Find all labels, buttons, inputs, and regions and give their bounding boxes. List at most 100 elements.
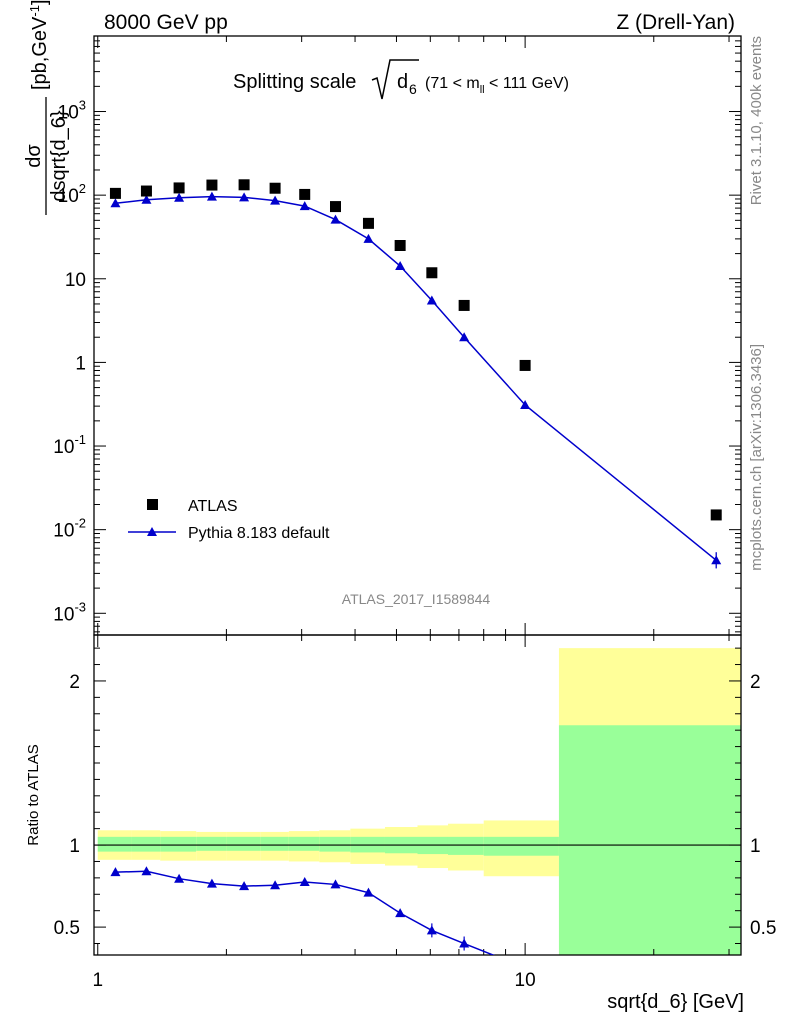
- mc-point: [711, 555, 722, 565]
- title-symbol: d: [397, 71, 408, 93]
- data-point: [329, 201, 341, 213]
- mc-point: [110, 198, 121, 208]
- data-point: [173, 182, 185, 194]
- y-label-unit: [pb,GeV-1]: [27, 0, 51, 90]
- ratio-axes: 0.5 0.5 1 1 2 2 1 10: [54, 634, 776, 991]
- legend-mc-marker: [147, 527, 157, 536]
- ratio-band-inner: [260, 836, 289, 851]
- mc-point: [330, 214, 341, 224]
- ratio-y-tick-label: 2: [69, 672, 80, 693]
- ratio-band-inner: [196, 836, 227, 851]
- ratio-series: [110, 866, 496, 955]
- mcplots-label: mcplots.cern.ch [arXiv:1306.3436]: [748, 344, 765, 571]
- data-point: [394, 239, 406, 251]
- y-axis-label: dσ dsqrt{d_6} [pb,GeV-1]: [23, 0, 70, 215]
- ratio-band-inner: [288, 836, 320, 851]
- ratio-mc-point: [426, 925, 437, 935]
- ratio-y-tick-label: 1: [69, 836, 80, 857]
- data-point: [238, 179, 250, 191]
- y-tick-label: 10-1: [53, 432, 86, 458]
- data-point: [519, 359, 531, 371]
- ratio-mc-point: [363, 887, 374, 897]
- data-point: [206, 179, 218, 191]
- x-tick-label: 1: [92, 970, 103, 991]
- header-left: 8000 GeV pp: [104, 11, 228, 34]
- title-range-post: < 111 GeV): [485, 75, 569, 92]
- legend-data-label: ATLAS: [188, 498, 238, 515]
- ratio-band-inner: [319, 836, 351, 852]
- y-tick-label: 10: [65, 270, 86, 291]
- ratio-mc-point: [206, 878, 217, 888]
- x-axis-label: sqrt{d_6} [GeV]: [607, 991, 744, 1013]
- legend-mc-label: Pythia 8.183 default: [188, 525, 330, 542]
- data-point: [109, 187, 121, 199]
- ratio-band-inner: [131, 836, 161, 852]
- ratio-band-inner: [483, 836, 559, 856]
- ratio-band-inner: [97, 836, 132, 852]
- main-series: [109, 179, 722, 569]
- ratio-mc-point: [239, 881, 250, 891]
- mc-point: [141, 194, 152, 204]
- ratio-mc-point: [270, 880, 281, 890]
- ratio-band-inner: [447, 836, 484, 855]
- ratio-y-tick-label-right: 1: [750, 836, 761, 857]
- y-tick-label: 1: [75, 353, 86, 374]
- title-range: (71 < mll < 111 GeV): [425, 75, 569, 96]
- y-tick-label: 103: [58, 98, 86, 124]
- ratio-mc-point: [299, 876, 310, 886]
- title-range-sub: ll: [480, 84, 485, 96]
- data-point: [710, 509, 722, 521]
- mc-point: [363, 233, 374, 243]
- ratio-frame: [93, 634, 742, 956]
- chart-title: Splitting scale: [233, 71, 356, 93]
- ratio-mc-point: [330, 879, 341, 889]
- ratio-y-tick-label-right: 0.5: [750, 918, 776, 939]
- ratio-mc-point: [174, 873, 185, 883]
- mc-point: [299, 201, 310, 211]
- ratio-y-label: Ratio to ATLAS: [25, 744, 42, 845]
- mc-point: [395, 261, 406, 271]
- x-tick-label: 10: [515, 970, 536, 991]
- ratio-mc-point: [110, 867, 121, 877]
- y-label-denominator: dsqrt{d_6}: [48, 110, 70, 202]
- legend-data-marker: [147, 499, 158, 510]
- ratio-band-inner: [226, 836, 261, 851]
- title-range-pre: (71 < m: [425, 75, 480, 92]
- ratio-mc-point: [141, 866, 152, 876]
- data-point: [362, 217, 374, 229]
- rivet-label: Rivet 3.1.10, 400k events: [748, 36, 765, 205]
- sqrt-symbol: [371, 59, 419, 100]
- ratio-y-tick-label-right: 2: [750, 672, 761, 693]
- mc-point: [270, 195, 281, 205]
- mc-point: [426, 295, 437, 305]
- header-right: Z (Drell-Yan): [616, 11, 735, 34]
- data-point: [426, 267, 438, 279]
- mc-point: [174, 192, 185, 202]
- ratio-band-inner: [558, 725, 741, 955]
- legend: ATLAS Pythia 8.183 default: [128, 498, 330, 542]
- ratio-clipped: [110, 866, 496, 955]
- ratio-mc-point: [395, 908, 406, 918]
- ratio-band-inner: [160, 836, 197, 852]
- data-point: [140, 185, 152, 197]
- y-label-numerator: dσ: [23, 144, 45, 168]
- y-tick-label: 10-3: [53, 599, 86, 625]
- ratio-bands: [97, 648, 741, 955]
- mc-point: [459, 332, 470, 342]
- y-tick-label: 10-2: [53, 516, 86, 542]
- title-subscript: 6: [409, 81, 417, 97]
- ratio-y-tick-label: 0.5: [54, 918, 80, 939]
- watermark: ATLAS_2017_I1589844: [342, 591, 491, 607]
- mc-line: [115, 195, 717, 561]
- y-tick-label: 102: [58, 181, 86, 207]
- data-point: [458, 299, 470, 311]
- mc-point: [520, 399, 531, 409]
- mc-point: [206, 191, 217, 201]
- mc-point: [239, 192, 250, 202]
- ratio-mc-point: [459, 938, 470, 948]
- data-point: [269, 182, 281, 194]
- data-point: [299, 188, 311, 200]
- main-frame: [93, 35, 742, 636]
- main-axes: 10-3 10-2 10-1 1 10 102 103: [53, 35, 742, 636]
